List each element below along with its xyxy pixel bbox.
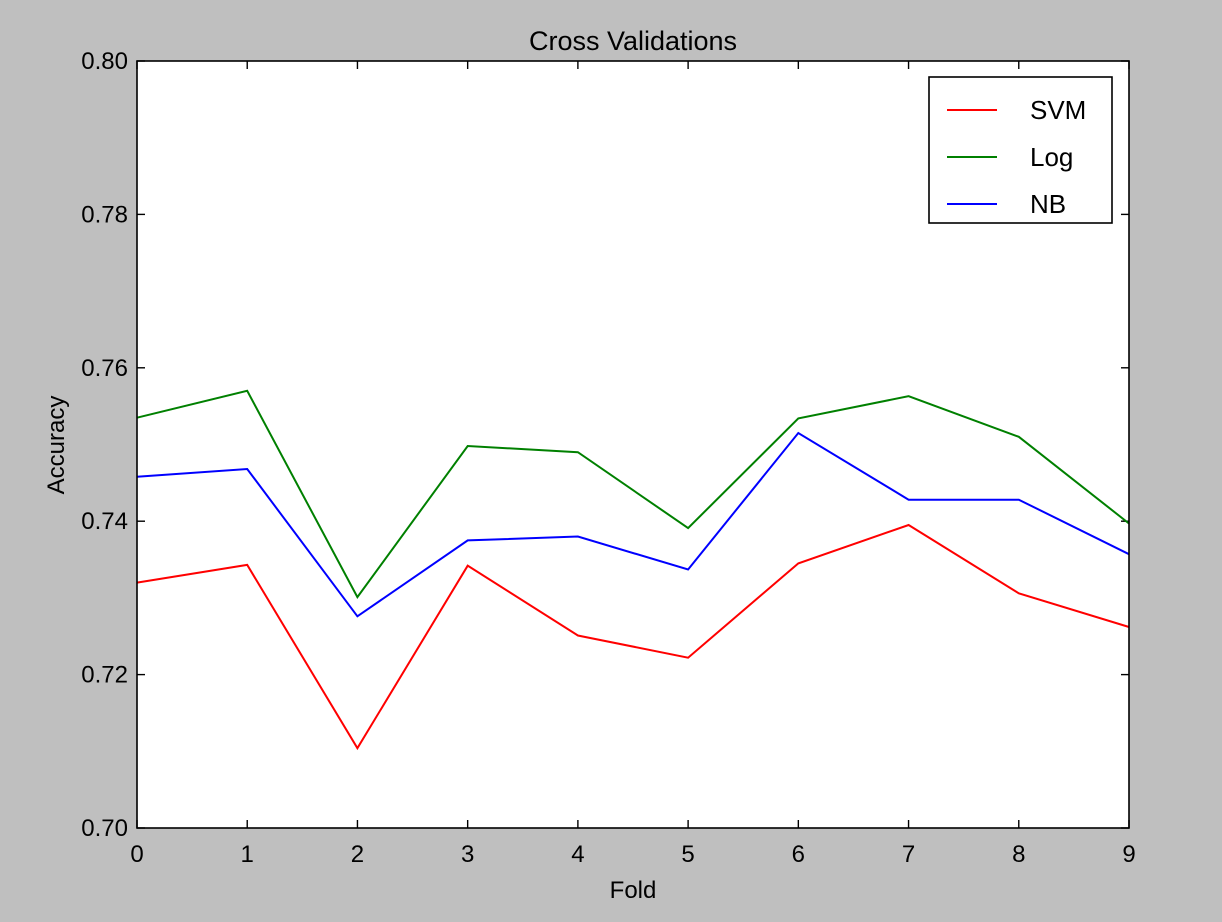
chart-title: Cross Validations — [529, 26, 737, 56]
plot-frame — [136, 60, 1130, 829]
y-tick-label: 0.76 — [81, 355, 128, 382]
x-tick-label: 2 — [351, 841, 364, 868]
x-tick-label: 1 — [241, 841, 254, 868]
y-tick-label: 0.74 — [81, 508, 128, 535]
x-tick-label: 9 — [1122, 841, 1135, 868]
legend-label-nb: NB — [1030, 189, 1066, 219]
legend-box — [928, 76, 1113, 224]
legend-label-svm: SVM — [1030, 95, 1086, 125]
x-tick-label: 8 — [1012, 841, 1025, 868]
series-line-nb — [136, 431, 1130, 618]
x-tick-label: 0 — [130, 841, 143, 868]
y-tick-label: 0.78 — [81, 201, 128, 228]
x-tick-label: 6 — [792, 841, 805, 868]
x-axis-ticks: 0 1 2 3 4 5 6 7 8 9 — [130, 61, 1136, 868]
x-tick-label: 3 — [461, 841, 474, 868]
legend: SVM Log NB — [928, 76, 1113, 224]
legend-label-log: Log — [1030, 142, 1073, 172]
y-axis-ticks: 0.70 0.72 0.74 0.76 0.78 0.80 — [81, 48, 1129, 842]
y-tick-label: 0.80 — [81, 48, 128, 75]
y-tick-label: 0.72 — [81, 662, 128, 689]
series-line-log — [136, 389, 1130, 599]
x-tick-label: 7 — [902, 841, 915, 868]
x-tick-label: 5 — [681, 841, 694, 868]
series-lines — [136, 389, 1130, 751]
x-axis-label: Fold — [610, 877, 657, 904]
series-line-svm — [136, 523, 1130, 751]
x-tick-label: 4 — [571, 841, 584, 868]
y-tick-label: 0.70 — [81, 815, 128, 842]
y-axis-label: Accuracy — [43, 396, 70, 495]
